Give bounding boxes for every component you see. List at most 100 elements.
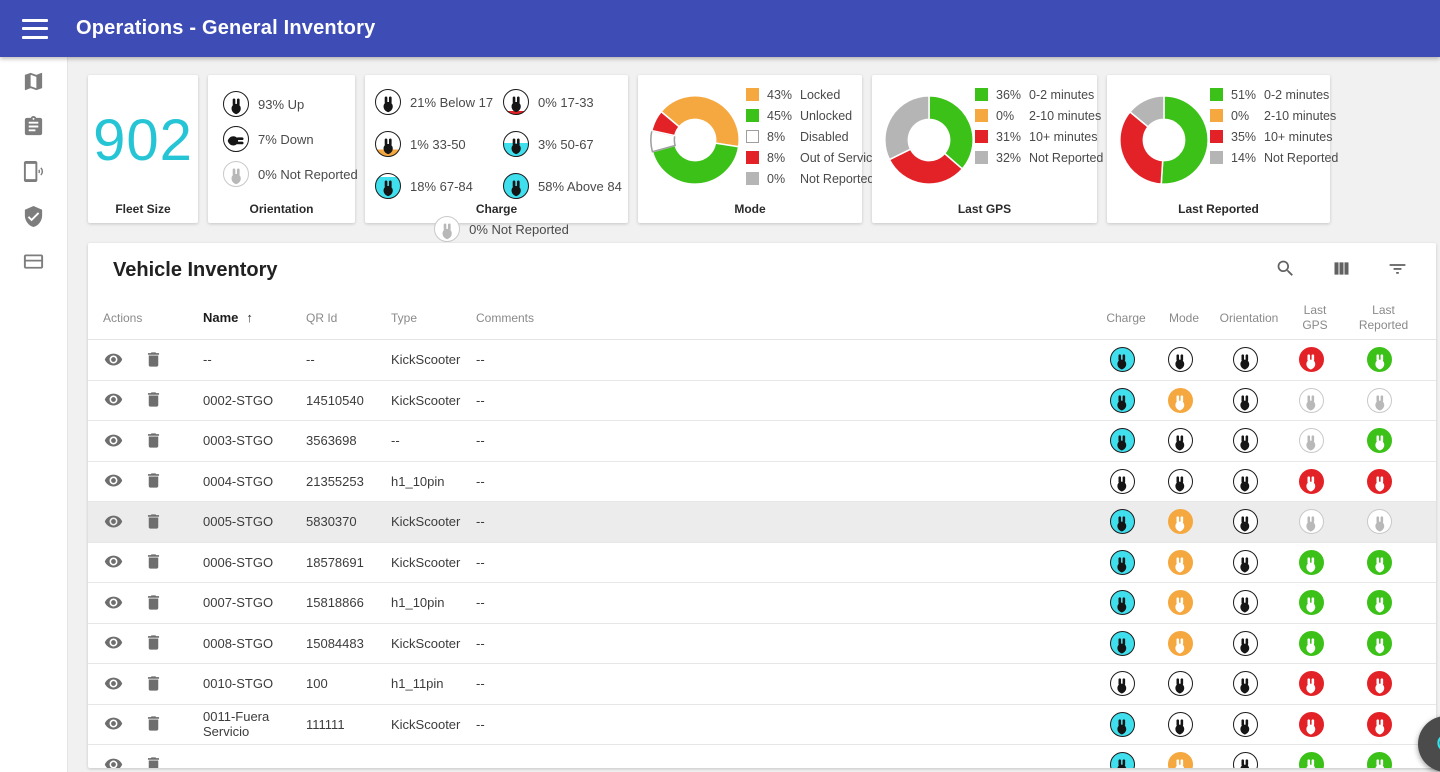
refresh-fab[interactable]	[1418, 716, 1440, 772]
eye-icon	[104, 515, 123, 534]
table-row[interactable]: 0002-STGO 14510540 KickScooter --	[88, 381, 1436, 421]
status-icon-charge	[1109, 509, 1135, 535]
col-header-charge[interactable]: Charge	[1106, 310, 1146, 325]
view-button[interactable]	[103, 674, 123, 694]
charge-card: 21% Below 17 0% 17-33 1% 33-50 3% 50-67 18% …	[365, 75, 628, 242]
table-row[interactable]: -- -- KickScooter --	[88, 340, 1436, 381]
trash-icon	[144, 595, 163, 615]
legend-swatch	[1210, 88, 1223, 101]
col-header-comments[interactable]: Comments	[476, 310, 535, 325]
status-icon-last-reported	[1367, 630, 1392, 656]
legend-text: 2-10 minutes	[1029, 108, 1102, 123]
view-button[interactable]	[103, 755, 123, 768]
charge-stats-grid: 21% Below 17 0% 17-33 1% 33-50 3% 50-67 18% …	[375, 89, 628, 208]
legend-item: 8% Out of Service	[746, 147, 879, 168]
col-header-actions[interactable]: Actions	[103, 310, 143, 325]
delete-button[interactable]	[143, 593, 163, 613]
charge-stat-text: 58% Above 84	[538, 178, 622, 194]
cell-qr-id: 18578691	[306, 554, 364, 570]
view-button[interactable]	[103, 714, 123, 734]
delete-button[interactable]	[143, 674, 163, 694]
legend-text: 0%	[1231, 108, 1250, 123]
delete-button[interactable]	[143, 633, 163, 653]
table-row[interactable]: 0006-STGO 18578691 KickScooter --	[88, 543, 1436, 583]
delete-button[interactable]	[143, 714, 163, 734]
sidebar-item-payments[interactable]	[14, 251, 54, 275]
cell-comments: --	[476, 676, 485, 692]
rabbit-charge-icon	[375, 131, 401, 157]
delete-button[interactable]	[143, 755, 163, 768]
charge-stat-text: 21% Below 17	[410, 94, 494, 110]
delete-button[interactable]	[143, 390, 163, 410]
legend-swatch	[746, 130, 759, 143]
status-icon-last-reported	[1367, 428, 1392, 454]
col-header-qr-id[interactable]: QR Id	[306, 310, 338, 325]
table-body: -- -- KickScooter -- 0002-STGO 14510540 KickS…	[88, 340, 1436, 768]
delete-button[interactable]	[143, 431, 163, 451]
eye-icon	[104, 596, 123, 615]
view-button[interactable]	[103, 431, 123, 451]
columns-button[interactable]	[1328, 257, 1354, 283]
legend-text: 0-2 minutes	[1029, 87, 1095, 102]
legend-text: 35%	[1231, 129, 1257, 144]
col-header-type[interactable]: Type	[391, 310, 418, 325]
legend-swatch	[1210, 130, 1223, 143]
legend-swatch	[975, 88, 988, 101]
sidebar-item-tasks[interactable]	[14, 115, 54, 141]
cell-name: 0004-STGO	[203, 473, 274, 489]
legend-text: 43%	[767, 87, 793, 102]
legend-text: Out of Service	[800, 150, 880, 165]
sort-asc-icon: ↑	[246, 309, 253, 325]
table-row[interactable]: 0005-STGO 5830370 KickScooter --	[88, 502, 1436, 543]
filter-icon	[1387, 258, 1408, 282]
table-row[interactable]: 0011-Fuera Servicio 111111 KickScooter --	[88, 705, 1436, 745]
filter-button[interactable]	[1384, 257, 1410, 283]
legend-swatch	[746, 88, 759, 101]
delete-button[interactable]	[143, 552, 163, 572]
table-row[interactable]	[88, 745, 1436, 768]
sidebar-item-security[interactable]	[14, 205, 54, 230]
delete-button[interactable]	[143, 350, 163, 370]
table-row[interactable]: 0008-STGO 15084483 KickScooter --	[88, 624, 1436, 664]
cell-type: h1_11pin	[391, 676, 444, 692]
status-icon-charge	[1109, 671, 1135, 697]
view-button[interactable]	[103, 512, 123, 532]
delete-button[interactable]	[143, 512, 163, 532]
col-header-mode[interactable]: Mode	[1168, 310, 1200, 325]
status-icon-last-gps	[1298, 387, 1324, 413]
col-header-name[interactable]: Name ↑	[203, 309, 253, 325]
sidebar-item-map[interactable]	[14, 71, 54, 95]
eye-icon	[104, 353, 123, 372]
legend-item: 51% 0-2 minutes	[1210, 84, 1338, 105]
table-row[interactable]: 0007-STGO 15818866 h1_10pin --	[88, 583, 1436, 624]
table-row[interactable]: 0004-STGO 21355253 h1_10pin --	[88, 462, 1436, 502]
fleet-size-card: 902 Fleet Size	[88, 75, 198, 223]
view-button[interactable]	[103, 593, 123, 613]
eye-icon	[104, 434, 123, 453]
legend-swatch	[975, 109, 988, 122]
search-button[interactable]	[1272, 257, 1298, 283]
col-header-last-gps[interactable]: Last GPS	[1302, 303, 1328, 332]
legend-text: 2-10 minutes	[1264, 108, 1337, 123]
view-button[interactable]	[103, 471, 123, 491]
legend-text: 31%	[996, 129, 1022, 144]
legend-text: Not Reported	[800, 171, 875, 186]
cell-name: 0005-STGO	[203, 514, 274, 530]
sidebar-item-devices[interactable]	[14, 160, 54, 185]
table-row[interactable]: 0003-STGO 3563698 -- --	[88, 421, 1436, 462]
search-icon	[1275, 258, 1296, 282]
status-icon-charge	[1109, 752, 1135, 768]
view-button[interactable]	[103, 390, 123, 410]
delete-button[interactable]	[143, 471, 163, 491]
clipboard-icon	[22, 115, 45, 141]
view-button[interactable]	[103, 350, 123, 370]
last-gps-card: 36% 0-2 minutes 0% 2-10 minutes 31% 10+ minut…	[872, 75, 1103, 223]
cell-name: 0006-STGO	[203, 554, 274, 570]
view-button[interactable]	[103, 633, 123, 653]
menu-icon[interactable]	[22, 18, 48, 39]
view-button[interactable]	[103, 552, 123, 572]
table-row[interactable]: 0010-STGO 100 h1_11pin --	[88, 664, 1436, 705]
col-header-orientation[interactable]: Orientation	[1219, 310, 1279, 325]
col-header-last-reported[interactable]: Last Reported	[1358, 303, 1409, 332]
orientation-label: Orientation	[249, 202, 314, 216]
